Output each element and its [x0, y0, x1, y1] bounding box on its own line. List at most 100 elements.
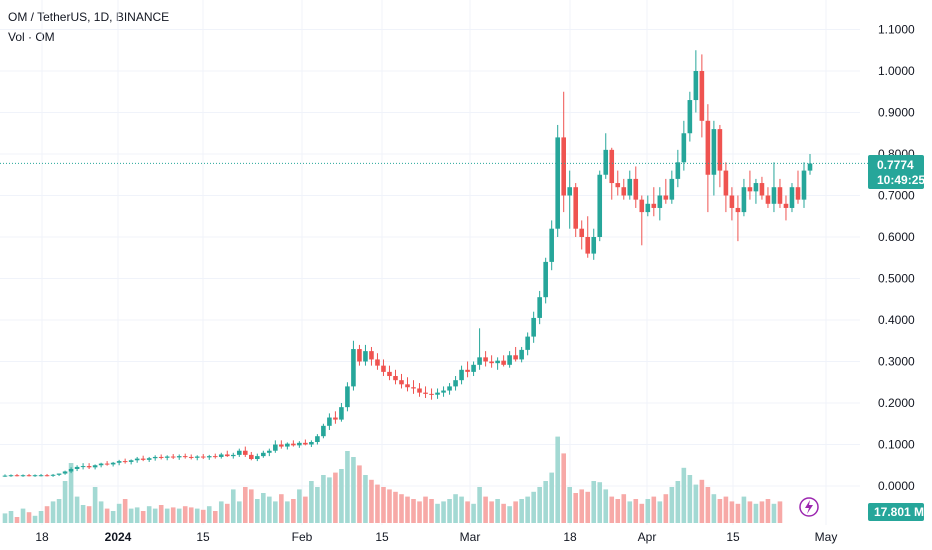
volume-bar	[699, 479, 705, 523]
candle-body	[597, 174, 603, 237]
volume-bar	[543, 481, 548, 523]
candle-body	[50, 474, 56, 476]
volume-bar	[375, 484, 380, 523]
volume-bar	[585, 491, 591, 523]
volume-bar	[393, 491, 398, 523]
candle-body	[200, 456, 206, 458]
candle-body	[116, 461, 122, 463]
candle-body	[489, 361, 494, 364]
volume-bar	[465, 501, 470, 523]
candle-body	[585, 237, 591, 254]
candle-body	[771, 187, 777, 204]
volume-bar	[62, 481, 68, 523]
volume-bar	[399, 494, 404, 523]
volume-bar	[212, 511, 218, 523]
candles	[2, 50, 813, 477]
candle-body	[483, 357, 488, 362]
candle-body	[711, 129, 717, 175]
candle-body	[669, 178, 675, 200]
candle-body	[687, 100, 693, 134]
volume-bar	[507, 506, 512, 523]
volume-bar	[579, 489, 585, 523]
price-tick-label: 0.7000	[878, 189, 915, 203]
volume-bar	[609, 496, 615, 523]
volume-bar	[711, 494, 717, 523]
candle-body	[345, 386, 350, 408]
candle-body	[543, 261, 548, 298]
candle-body	[465, 369, 470, 372]
price-tick-label: 0.3000	[878, 355, 915, 369]
price-tick-label: 0.0000	[878, 479, 915, 493]
candle-body	[657, 195, 663, 208]
volume-bar	[411, 499, 416, 523]
candle-body	[38, 475, 44, 477]
price-tick-label: 1.0000	[878, 64, 915, 78]
candle-body	[134, 458, 140, 461]
volume-bar	[134, 507, 140, 523]
price-tick-label: 0.1000	[878, 438, 915, 452]
candle-body	[182, 456, 188, 458]
volume-bar	[489, 501, 494, 523]
volume-bar	[381, 487, 386, 523]
volume-bar	[759, 501, 765, 523]
chart-title: OM / TetherUS, 1D, BINANCE	[8, 10, 170, 24]
grid-lines	[0, 0, 860, 525]
candle-body	[807, 163, 813, 171]
candle-body	[717, 129, 723, 171]
volume-bar	[86, 506, 92, 523]
volume-bar	[717, 499, 723, 523]
candle-body	[158, 456, 164, 458]
candle-body	[80, 466, 86, 468]
candle-body	[645, 203, 651, 213]
candle-body	[801, 170, 807, 200]
candle-body	[507, 355, 512, 365]
candle-body	[393, 376, 398, 381]
volume-bar	[194, 508, 200, 523]
candle-body	[224, 454, 230, 457]
time-tick-label: Mar	[460, 530, 481, 544]
candle-body	[591, 237, 597, 254]
volume-bar	[8, 511, 14, 523]
candle-body	[74, 466, 80, 469]
lightning-bolt-icon[interactable]	[799, 497, 819, 517]
candle-body	[627, 178, 633, 196]
candle-body	[62, 471, 68, 474]
candle-body	[609, 149, 615, 184]
time-axis[interactable]: 18 2024 15 Feb 15 Mar 18 Apr 15 May	[35, 530, 837, 544]
volume-bar	[140, 511, 146, 523]
volume-bar	[261, 493, 266, 523]
volume-bar	[663, 494, 669, 523]
volume-bar	[531, 491, 536, 523]
candle-body	[26, 475, 32, 477]
candle-body	[459, 369, 464, 381]
candle-body	[729, 195, 735, 208]
volume-bar	[519, 499, 524, 523]
volume-bar	[495, 499, 500, 523]
candle-body	[32, 475, 38, 477]
volume-bar	[771, 503, 777, 523]
candle-body	[218, 454, 224, 457]
volume-bar	[2, 513, 8, 523]
volume-bar	[351, 457, 356, 523]
price-axis[interactable]: 1.10001.00000.90000.80000.70000.60000.50…	[878, 23, 915, 494]
time-tick-label: 15	[375, 530, 389, 544]
candle-body	[615, 183, 621, 188]
volume-bar	[333, 472, 338, 523]
volume-bar	[297, 489, 302, 523]
volume-bar	[170, 507, 176, 523]
volume-bar	[429, 499, 434, 523]
candle-body	[122, 461, 128, 463]
volume-bar	[80, 505, 86, 523]
volume-bar	[32, 515, 38, 523]
volume-bar	[513, 501, 518, 523]
volume-bar	[777, 501, 783, 523]
volume-bar	[645, 499, 651, 523]
candle-body	[44, 475, 50, 477]
price-tick-label: 0.4000	[878, 313, 915, 327]
volume-bar	[255, 499, 260, 523]
volume-bar	[729, 501, 735, 523]
volume-tag: 17.801 M	[868, 503, 924, 521]
volume-bar	[735, 503, 741, 523]
volume-bar	[741, 496, 747, 523]
